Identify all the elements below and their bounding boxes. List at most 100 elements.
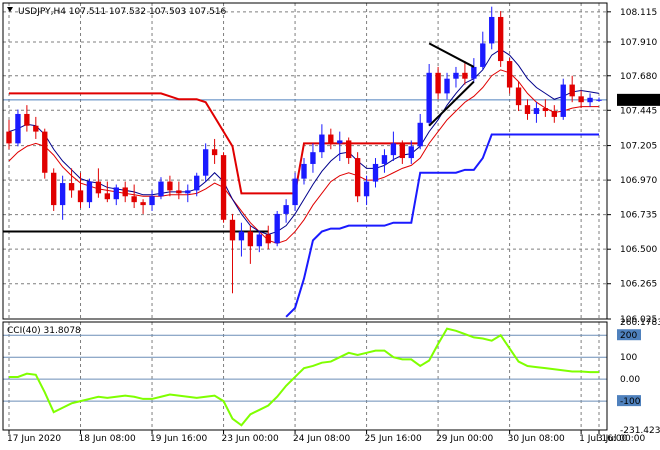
- candle-body[interactable]: [381, 155, 388, 164]
- current-price-label: 107.516: [620, 96, 657, 106]
- x-tick-label: 23 Jun 00:00: [222, 434, 279, 444]
- current-price-box: [617, 93, 660, 106]
- candle-body[interactable]: [24, 113, 30, 126]
- x-tick-label: 29 Jun 00:00: [436, 434, 493, 444]
- candle-body[interactable]: [596, 99, 602, 101]
- candle-body[interactable]: [104, 193, 111, 200]
- candle-body[interactable]: [542, 108, 549, 112]
- y-tick-label: 108.115: [620, 8, 657, 18]
- candle-body[interactable]: [435, 72, 441, 94]
- candle-body[interactable]: [363, 181, 370, 197]
- candle-body[interactable]: [15, 113, 21, 144]
- cci-tick-label: -231.4239: [620, 426, 660, 436]
- x-tick-label: 19 Jun 16:00: [150, 434, 207, 444]
- y-tick-label: 106.025: [620, 315, 657, 325]
- y-tick-label: 107.680: [620, 72, 657, 82]
- candle-body[interactable]: [6, 131, 12, 144]
- sub-plot[interactable]: [9, 327, 600, 427]
- candle-body[interactable]: [86, 181, 93, 203]
- candle-body[interactable]: [59, 183, 66, 206]
- candle-body[interactable]: [202, 149, 209, 176]
- cci-tick-label: 0.00: [620, 375, 640, 385]
- axes: 17 Jun 2020 18 Jun 08:00 19 Jun 16:00 23 Ju…: [7, 8, 660, 444]
- cci-line: [9, 327, 600, 427]
- candle-body[interactable]: [310, 152, 316, 164]
- candle-body[interactable]: [95, 181, 102, 194]
- candle-body[interactable]: [247, 231, 254, 247]
- candle-body[interactable]: [524, 105, 531, 114]
- candle-body[interactable]: [292, 178, 298, 206]
- candle-body[interactable]: [256, 234, 262, 247]
- candle-body[interactable]: [131, 196, 137, 203]
- candle-body[interactable]: [489, 16, 495, 44]
- candle-body[interactable]: [328, 134, 334, 144]
- candle-body[interactable]: [444, 78, 450, 94]
- candle-body[interactable]: [238, 231, 245, 241]
- candle-body[interactable]: [33, 125, 39, 132]
- candle-body[interactable]: [497, 16, 504, 62]
- candle-body[interactable]: [176, 190, 182, 194]
- candle-body[interactable]: [471, 66, 477, 79]
- candle-body[interactable]: [354, 158, 361, 197]
- y-tick-label: 107.205: [620, 142, 657, 152]
- candle-body[interactable]: [149, 196, 155, 206]
- candle-body[interactable]: [399, 143, 406, 159]
- x-tick-label: 24 Jun 08:00: [293, 434, 350, 444]
- candle-body[interactable]: [220, 155, 227, 220]
- triangle-upper-line[interactable]: [428, 42, 475, 68]
- candle-body[interactable]: [462, 72, 468, 79]
- candle-body[interactable]: [283, 205, 289, 214]
- candle-body[interactable]: [265, 234, 271, 244]
- candle-body[interactable]: [274, 213, 280, 244]
- candle-body[interactable]: [346, 140, 352, 159]
- y-tick-label: 107.910: [620, 38, 657, 48]
- candle-body[interactable]: [194, 175, 200, 191]
- chart-title: USDJPY,H4 107.511 107.532 107.503 107.51…: [18, 7, 227, 17]
- candle-body[interactable]: [211, 149, 218, 156]
- candle-body[interactable]: [185, 190, 191, 194]
- candle-body[interactable]: [569, 84, 575, 97]
- candle-body[interactable]: [515, 87, 522, 106]
- channel-lower-line: [285, 133, 599, 318]
- x-tick-label: 3 Jul 00:00: [597, 434, 646, 444]
- candle-body[interactable]: [533, 108, 540, 114]
- candle-body[interactable]: [551, 111, 557, 117]
- candle-body[interactable]: [229, 219, 236, 241]
- candle-body[interactable]: [480, 43, 486, 67]
- candle-body[interactable]: [158, 181, 164, 197]
- candle-body[interactable]: [408, 146, 414, 159]
- candle-body[interactable]: [372, 163, 379, 182]
- candle-body[interactable]: [560, 84, 566, 117]
- y-tick-label: 106.500: [620, 245, 657, 255]
- candle-body[interactable]: [42, 131, 48, 173]
- dropdown-triangle-icon[interactable]: [7, 7, 13, 12]
- triangle-lower-line[interactable]: [428, 80, 475, 127]
- candle-body[interactable]: [140, 202, 146, 206]
- y-tick-label: 106.970: [620, 176, 657, 186]
- candle-body[interactable]: [51, 172, 57, 206]
- x-tick-label: 25 Jun 16:00: [365, 434, 422, 444]
- indicator-frame: [2, 321, 608, 431]
- candle-body[interactable]: [390, 143, 397, 156]
- candle-body[interactable]: [113, 187, 119, 200]
- cci-tick-label: 100: [620, 353, 637, 363]
- indicator-title: CCI(40) 31.8078: [7, 326, 81, 336]
- candle-body[interactable]: [578, 96, 584, 103]
- main-frame: [2, 2, 608, 320]
- candle-body[interactable]: [122, 187, 128, 197]
- main-plot[interactable]: [3, 6, 607, 318]
- candle-body[interactable]: [167, 181, 173, 191]
- candle-body[interactable]: [68, 183, 75, 191]
- candle-body[interactable]: [426, 72, 432, 123]
- candle-body[interactable]: [453, 72, 459, 79]
- candle-body[interactable]: [319, 134, 325, 153]
- cci-label-box: [617, 395, 641, 407]
- candle-body[interactable]: [77, 190, 84, 203]
- candle-body[interactable]: [417, 122, 423, 147]
- candle-body[interactable]: [337, 140, 343, 144]
- candle-body[interactable]: [587, 97, 593, 103]
- candle-body[interactable]: [506, 61, 513, 88]
- cci-tick-label: -100: [620, 397, 641, 407]
- candle-body[interactable]: [301, 163, 307, 179]
